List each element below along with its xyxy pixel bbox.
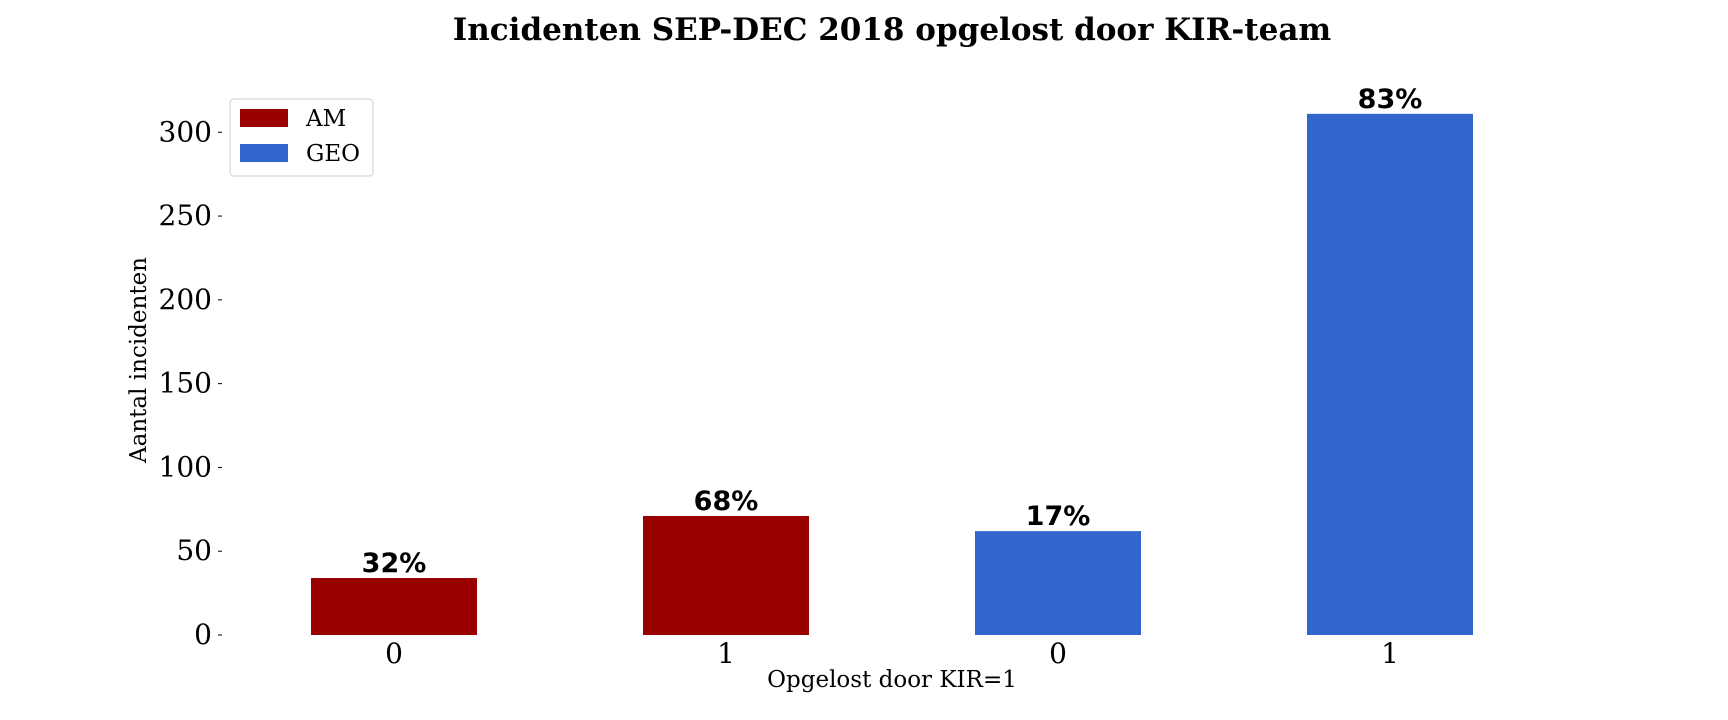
bar-am-0: [311, 578, 477, 635]
bar-labels-group: 32% 68% 17% 83%: [362, 84, 1423, 579]
y-tick-label: 200: [159, 283, 212, 316]
bar-geo-2: [975, 531, 1141, 635]
chart-title: Incidenten SEP-DEC 2018 opgelost door KI…: [453, 12, 1332, 48]
legend-swatch-am: [240, 109, 288, 127]
bar-data-label: 83%: [1358, 84, 1423, 115]
y-axis: 0 50 100 150 200 250 300: [159, 115, 222, 651]
x-axis: 0 1 0 1: [385, 637, 1399, 670]
legend: AM GEO: [229, 98, 374, 177]
x-tick-label: 0: [1049, 637, 1067, 670]
x-tick-label: 1: [1381, 637, 1399, 670]
y-axis-label: Aantal incidenten: [126, 257, 152, 464]
y-tick-label: 0: [194, 618, 212, 651]
x-axis-label: Opgelost door KIR=1: [767, 667, 1017, 693]
y-tick-label: 150: [159, 367, 212, 400]
legend-label-geo: GEO: [306, 141, 360, 167]
y-tick-label: 100: [159, 450, 212, 483]
bar-am-1: [643, 516, 809, 635]
y-tick-label: 50: [176, 534, 212, 567]
bars-group: [311, 113, 1473, 635]
x-tick-label: 1: [717, 637, 735, 670]
bar-geo-3: [1307, 113, 1473, 635]
legend-label-am: AM: [305, 106, 346, 132]
legend-swatch-geo: [240, 144, 288, 162]
y-tick-label: 300: [159, 115, 212, 148]
y-tick-label: 250: [159, 199, 212, 232]
bar-data-label: 68%: [694, 486, 759, 517]
bar-data-label: 32%: [362, 548, 427, 579]
bar-data-label: 17%: [1026, 501, 1091, 532]
x-tick-label: 0: [385, 637, 403, 670]
